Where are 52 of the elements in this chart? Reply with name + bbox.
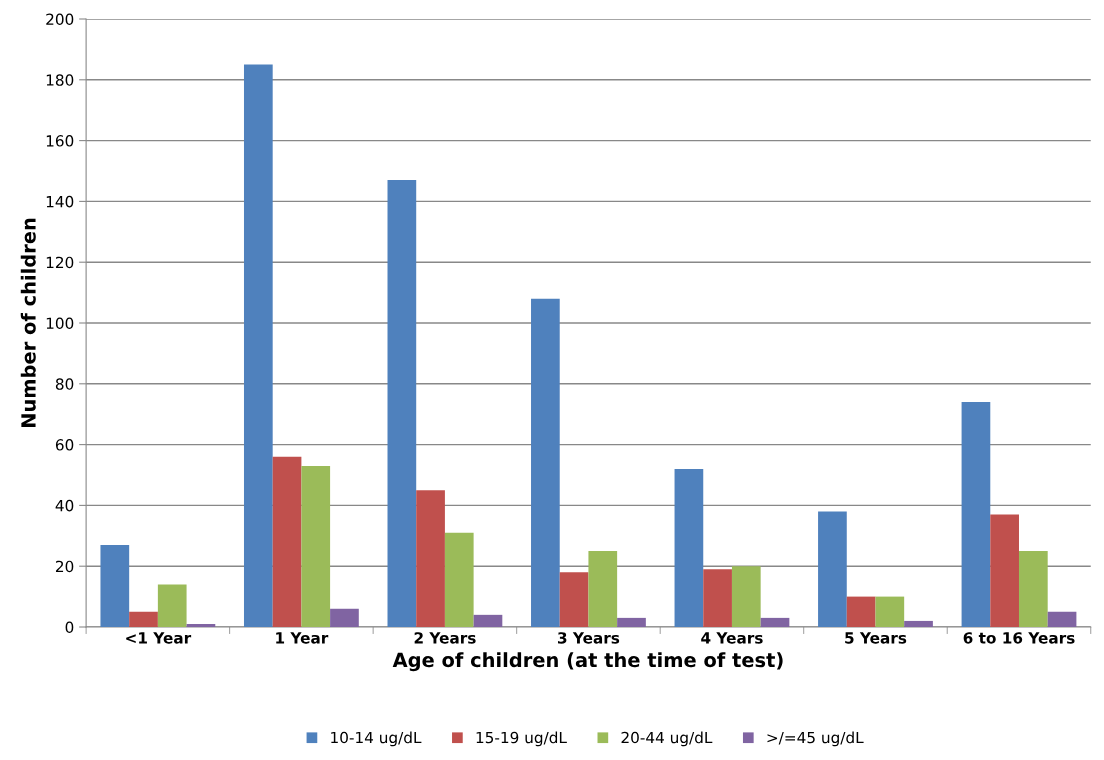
bar [990,514,1019,627]
x-tick-label: 6 to 16 Years [963,632,1075,644]
bar [731,566,761,627]
bar [416,490,445,627]
x-tick-label: 3 Years [558,632,620,644]
bar [703,569,732,627]
legend-label: 20-44 ug/dL [621,731,713,747]
y-tick-label: 100 [46,317,74,330]
legend-label: 10-14 ug/dL [331,731,422,747]
bar [387,180,417,627]
x-tick-label: 2 Years [414,632,476,644]
bar [444,532,474,627]
y-tick-label: 80 [55,378,74,390]
bar [1047,611,1077,627]
y-tick-label: 20 [55,560,74,573]
y-tick-label: 120 [46,256,74,269]
bar [1018,551,1048,627]
x-tick-label: 1 Year [276,632,329,644]
x-tick-label: 5 Years [845,632,907,644]
bar [129,611,158,627]
bar [875,596,905,627]
bar [186,623,216,627]
bar [330,608,359,627]
y-tick-label: 200 [46,13,74,26]
bar [272,456,302,627]
legend-label: 15-19 ug/dL [476,731,567,747]
y-tick-label: 60 [55,439,74,451]
y-axis-title: Number of children [20,218,36,428]
x-tick-label: <1 Year [126,632,192,644]
bar [473,614,503,627]
legend-label: >/=45 ug/dL [767,731,864,747]
bar [157,584,187,627]
y-tick-label: 0 [65,621,74,634]
y-tick-label: 160 [46,135,74,147]
bar [674,468,704,627]
y-tick-label: 180 [46,74,74,86]
bar [301,465,331,627]
bar [818,511,847,627]
bar [100,544,130,627]
y-tick-label: 140 [46,195,74,208]
bar [559,572,589,627]
x-tick-label: 4 Years [701,632,763,644]
bar [846,596,876,627]
bar [760,617,790,627]
bar [617,617,646,627]
bar [961,402,991,627]
bar [904,620,933,627]
y-tick-label: 40 [55,499,74,512]
bar [531,298,560,627]
bar [588,551,618,627]
x-axis-title: Age of children (at the time of test) [392,652,783,672]
bar [243,64,273,627]
